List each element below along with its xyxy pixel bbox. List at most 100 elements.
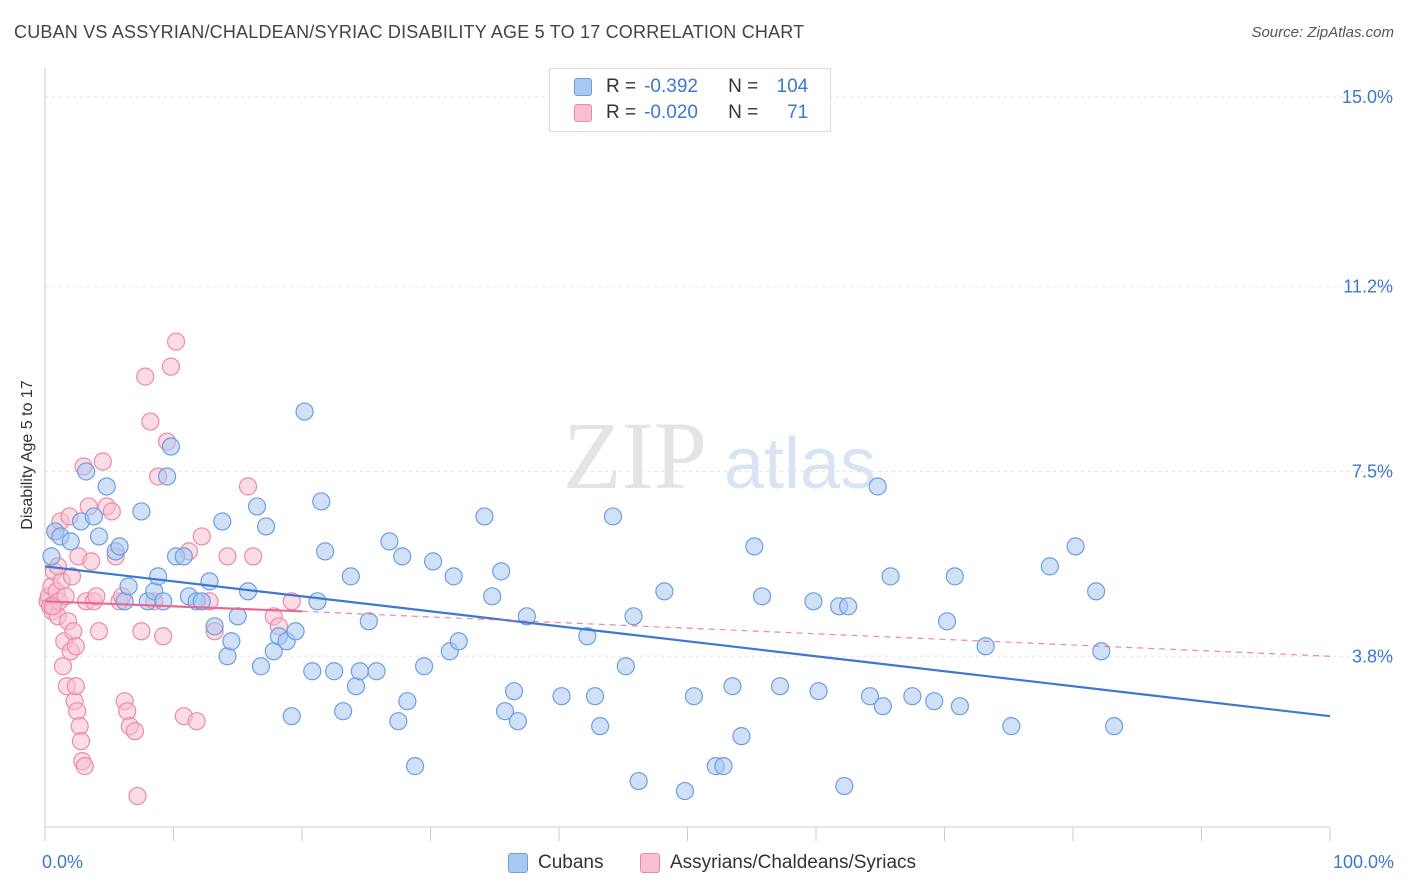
cubans-point-101: [976, 637, 995, 656]
cubans-point-87: [804, 592, 823, 611]
cubans-point-97: [925, 692, 944, 711]
cubans-point-74: [616, 657, 635, 676]
cubans-point-58: [423, 552, 443, 571]
cubans-point-7: [89, 527, 109, 546]
legend-swatch-cubans: [508, 853, 528, 873]
legend-swatch-assyrians: [574, 104, 592, 122]
cubans-point-53: [389, 712, 408, 731]
series-legend: Cubans Assyrians/Chaldeans/Syriacs: [0, 852, 1406, 878]
cubans-point-0: [42, 547, 61, 566]
cubans-point-60: [444, 567, 463, 586]
assyrians-point-64: [244, 547, 263, 566]
axes: [44, 68, 1331, 841]
legend-item-assyrians[interactable]: Assyrians/Chaldeans/Syriacs: [640, 852, 916, 874]
cubans-point-78: [675, 781, 695, 801]
cubans-point-93: [868, 477, 887, 496]
assyrians-point-46: [128, 786, 147, 806]
cubans-point-61: [449, 632, 468, 651]
cubans-point-38: [282, 707, 301, 726]
cubans-point-52: [380, 532, 399, 551]
assyrians-point-59: [192, 527, 211, 546]
cubans-point-43: [312, 492, 331, 511]
cubans-point-18: [157, 467, 177, 486]
cubans-point-19: [161, 437, 181, 456]
cubans-point-30: [228, 607, 247, 626]
cubans-point-51: [367, 662, 386, 681]
cubans-point-73: [603, 507, 623, 526]
cubans-point-16: [148, 567, 168, 586]
cubans-point-98: [937, 612, 957, 631]
y-tick-label-3: 15.0%: [1342, 87, 1393, 107]
cubans-point-72: [591, 717, 610, 736]
assyrians-point-62: [218, 547, 237, 566]
cubans-point-48: [346, 677, 366, 696]
cubans-point-41: [303, 662, 322, 681]
assyrians-point-34: [87, 587, 106, 606]
assyrians-point-52: [154, 627, 173, 646]
cubans-point-65: [495, 702, 515, 721]
grid-lines: [45, 96, 1392, 657]
cubans-point-12: [119, 577, 138, 596]
series-assyrians-points: [38, 332, 301, 806]
stats-legend: R = -0.392 N = 104 R = -0.020 N = 71: [549, 68, 831, 132]
cubans-point-56: [405, 757, 425, 776]
cubans-point-11: [115, 592, 134, 611]
assyrians-point-48: [136, 367, 155, 386]
cubans-point-50: [359, 612, 378, 631]
cubans-point-63: [483, 587, 502, 606]
cubans-point-49: [350, 662, 369, 681]
cubans-point-64: [492, 562, 511, 581]
cubans-point-44: [316, 542, 335, 561]
assyrians-point-29: [75, 757, 94, 776]
cubans-point-91: [839, 597, 858, 616]
cubans-point-70: [578, 627, 597, 646]
watermark-zip: ZIP: [563, 402, 707, 509]
assyrians-point-45: [125, 722, 145, 741]
assyrians-point-38: [102, 502, 121, 521]
cubans-point-92: [860, 687, 880, 706]
legend-row-cubans: R = -0.392 N = 104: [574, 74, 808, 100]
cubans-point-28: [218, 647, 237, 666]
cubans-point-10: [110, 537, 129, 556]
y-tick-label-2: 11.2%: [1343, 277, 1393, 297]
cubans-point-76: [629, 771, 648, 791]
assyrians-point-54: [161, 357, 181, 376]
cubans-point-85: [752, 587, 772, 606]
trend-lines: [44, 565, 1331, 718]
assyrians-point-43: [118, 702, 137, 721]
cubans-point-71: [585, 687, 605, 706]
cubans-point-45: [325, 662, 344, 681]
cubans-point-46: [334, 702, 353, 721]
cubans-point-104: [1066, 537, 1085, 556]
cubans-point-5: [77, 462, 96, 481]
assyrians-point-12: [53, 657, 73, 676]
legend-swatch-cubans: [574, 78, 592, 96]
legend-item-cubans[interactable]: Cubans: [508, 852, 604, 874]
legend-n-label: N =: [728, 76, 759, 97]
cubans-point-84: [745, 537, 764, 556]
y-tick-label-1: 7.5%: [1352, 462, 1393, 482]
cubans-point-17: [154, 592, 173, 611]
cubans-point-75: [624, 607, 643, 626]
cubans-point-33: [251, 657, 270, 676]
legend-label-assyrians: Assyrians/Chaldeans/Syriacs: [670, 852, 917, 873]
legend-n-value: 104: [776, 76, 809, 97]
cubans-point-90: [835, 776, 854, 796]
cubans-point-24: [192, 592, 211, 611]
y-tick-labels: 3.8% 7.5% 11.2% 15.0%: [1342, 87, 1393, 666]
cubans-point-105: [1087, 582, 1106, 601]
cubans-point-83: [732, 727, 751, 746]
source-text: Source: ZipAtlas.com: [1251, 24, 1394, 41]
assyrians-point-55: [166, 332, 186, 351]
cubans-point-6: [84, 507, 103, 526]
cubans-point-47: [341, 567, 360, 586]
assyrians-point-23: [68, 702, 87, 721]
cubans-point-54: [393, 547, 412, 566]
assyrians-point-49: [141, 412, 160, 431]
cubans-point-96: [903, 687, 922, 706]
legend-swatch-assyrians: [640, 853, 660, 873]
legend-row-assyrians: R = -0.020 N = 71: [574, 100, 808, 126]
cubans-point-39: [286, 622, 305, 641]
legend-n-value: 71: [787, 102, 809, 123]
watermark: ZIP atlas: [563, 402, 876, 509]
